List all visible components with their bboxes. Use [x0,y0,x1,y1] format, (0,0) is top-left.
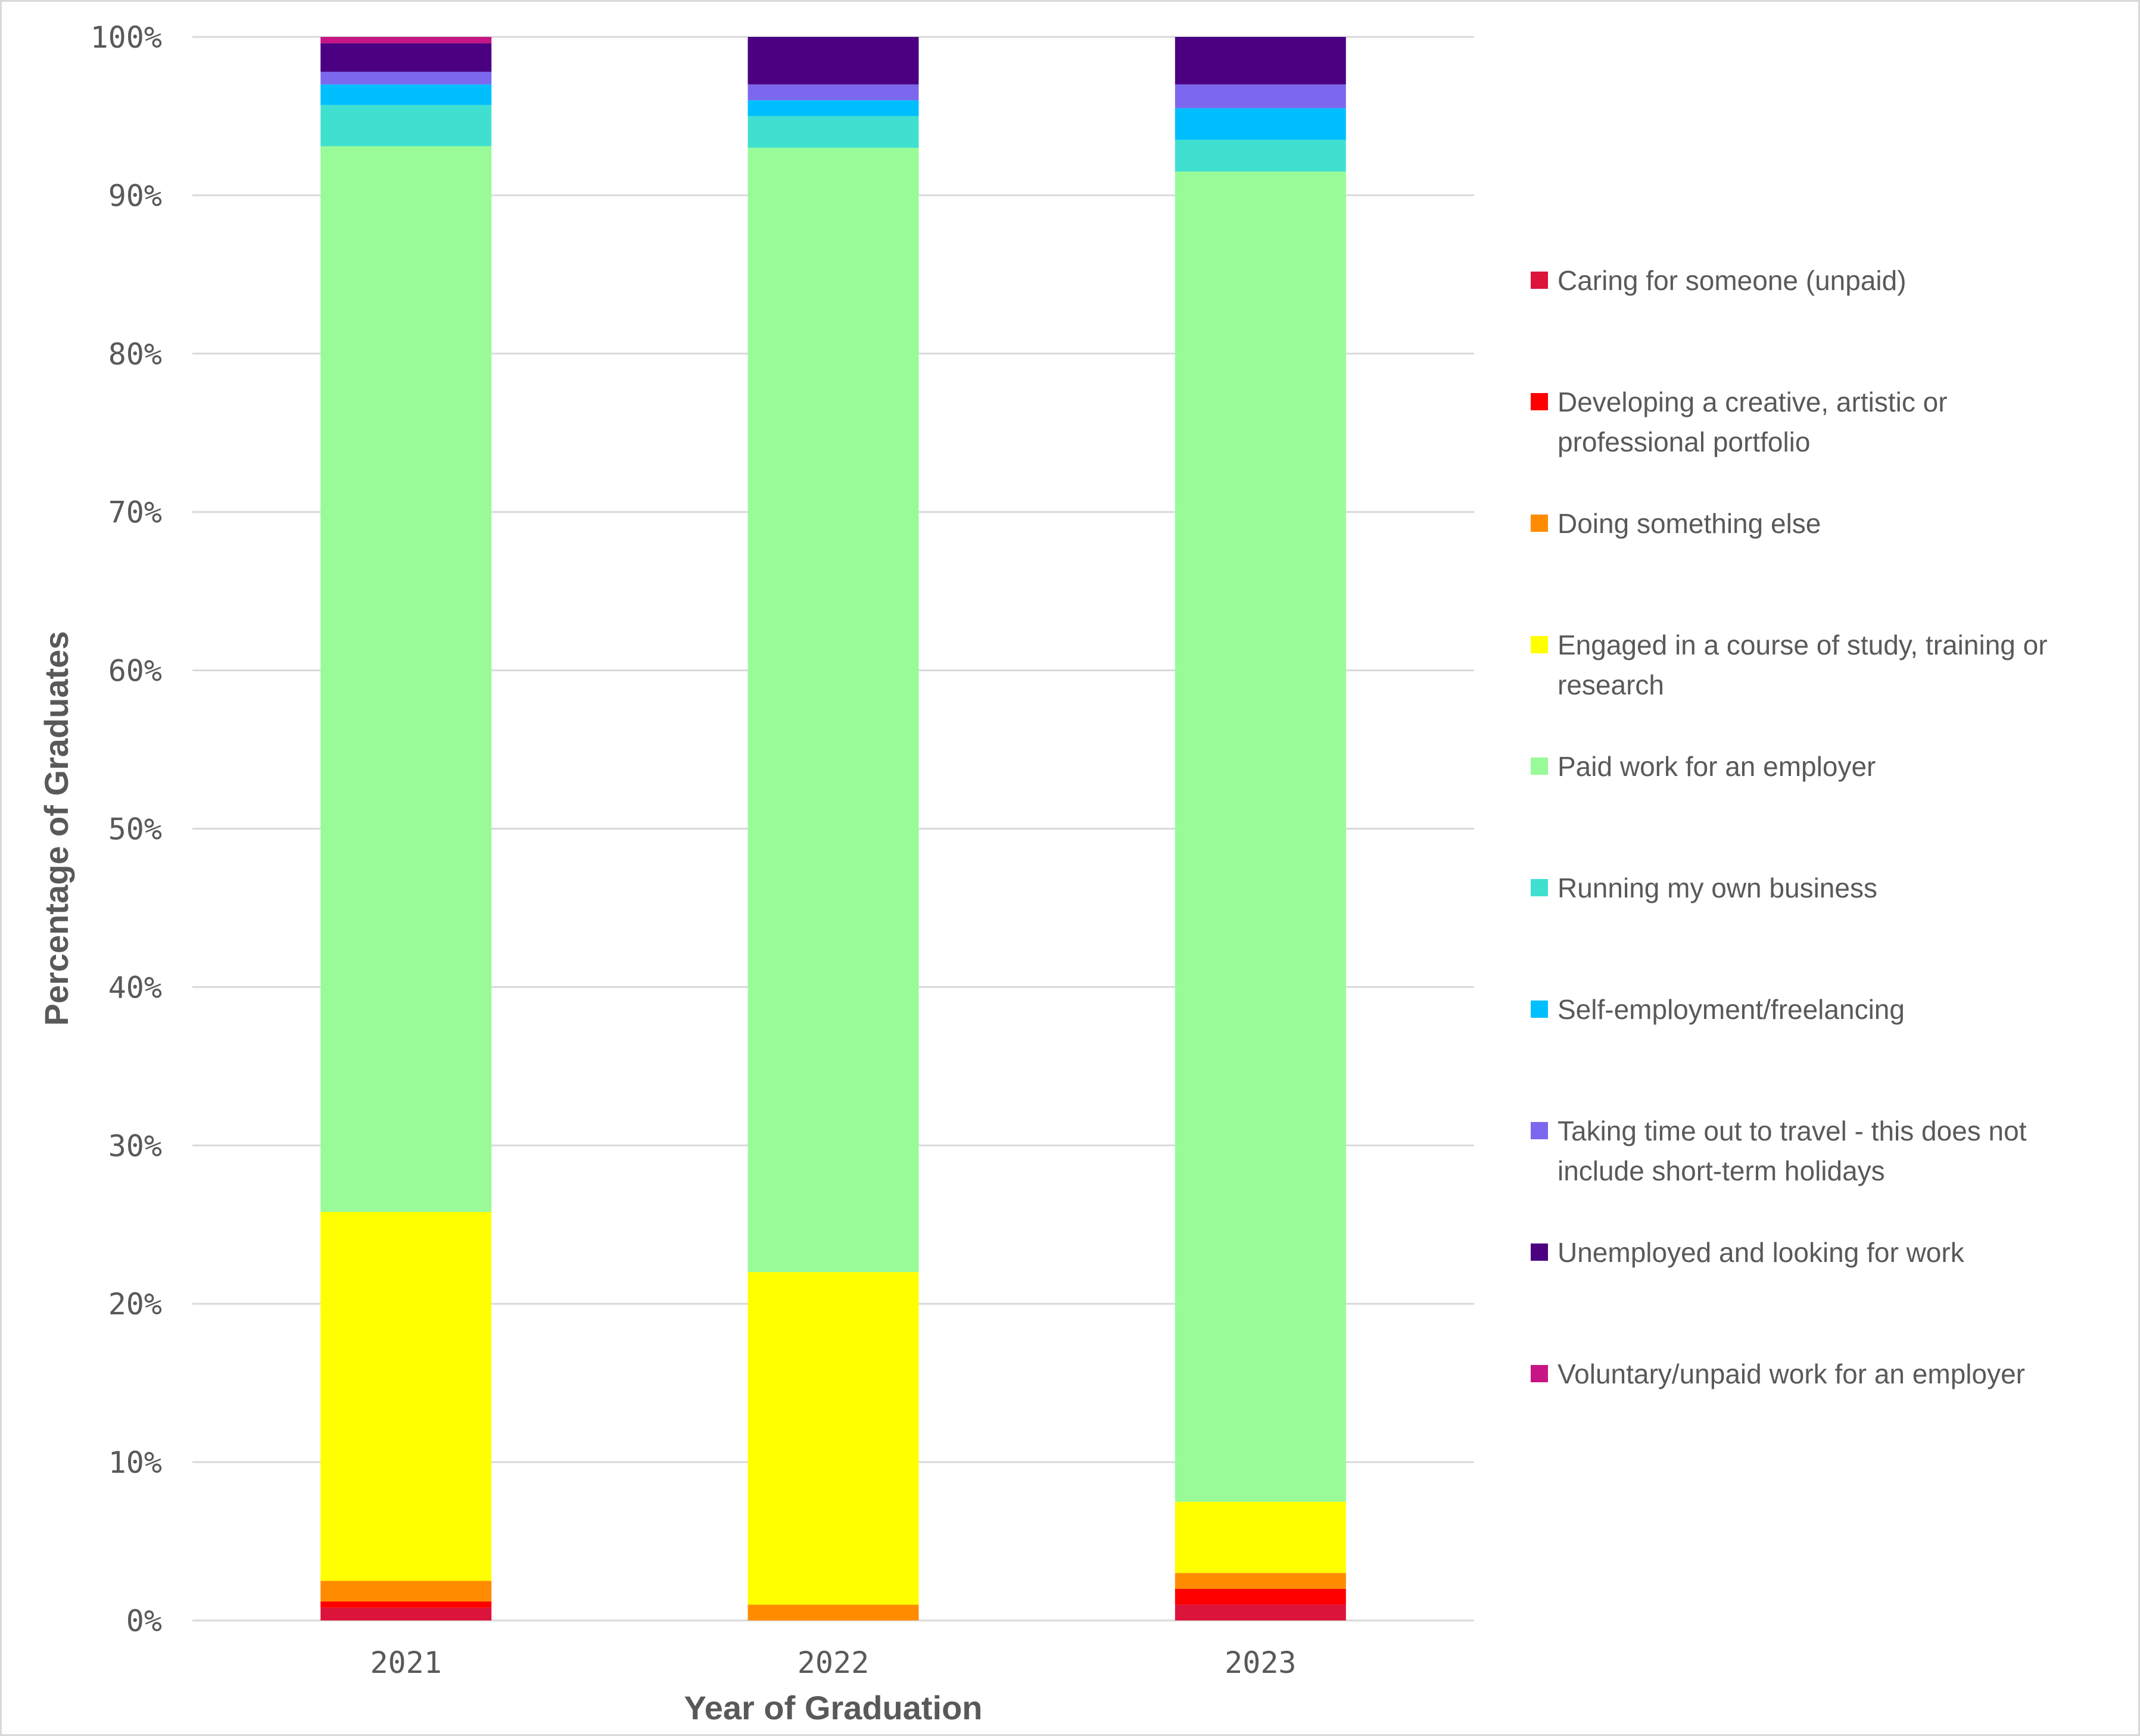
bar-segment [1175,84,1346,108]
bar-segment [747,84,919,101]
legend-label: Voluntary/unpaid work for an employer [1558,1358,2025,1389]
legend-label: Taking time out to travel - this does no… [1558,1115,2027,1146]
bar-segment [747,1272,919,1605]
legend-label: Running my own business [1558,872,1877,903]
bar-segment [1175,1501,1346,1573]
bar-segment [1175,172,1346,1502]
x-tick-label: 2022 [798,1645,869,1680]
y-tick-label: 30% [108,1129,162,1163]
y-tick-label: 60% [108,654,162,688]
bar-segment [747,1604,919,1620]
legend-label: research [1558,669,1664,700]
y-axis-tick-labels: 0% 10% 20% 30% 40% 50% 60% 70% 80% 90% 100% [91,20,162,1638]
legend-swatch [1531,272,1548,289]
legend-item: Self-employment/freelancing [1531,994,1905,1025]
bar-segment [747,100,919,116]
legend-item: Doing something else [1531,508,1821,539]
bar-segment [1175,1573,1346,1589]
legend-item: Running my own business [1531,872,1877,903]
legend-swatch [1531,879,1548,896]
bar-segment [1175,1588,1346,1605]
legend-label: Paid work for an employer [1558,751,1876,782]
bar-stack-2021 [320,37,492,1620]
bar-segment [320,84,492,105]
legend-swatch [1531,758,1548,775]
legend-label: Caring for someone (unpaid) [1558,265,1907,296]
legend-swatch [1531,1001,1548,1018]
bars [320,37,1346,1620]
legend-label: professional portfolio [1558,426,1810,457]
legend-label: Engaged in a course of study, training o… [1558,629,2048,660]
x-axis-title: Year of Graduation [684,1689,983,1726]
bar-segment [320,1601,492,1608]
legend-item: Paid work for an employer [1531,751,1876,782]
legend-label: include short-term holidays [1558,1155,1885,1186]
y-tick-label: 40% [108,970,162,1005]
y-axis-title: Percentage of Graduates [38,631,75,1026]
y-tick-label: 80% [108,337,162,372]
bar-segment [1175,108,1346,140]
bar-segment [747,37,919,85]
legend-label: Developing a creative, artistic or [1558,387,1948,417]
bar-stack-2023 [1175,37,1346,1620]
bar-segment [1175,139,1346,172]
bar-segment [1175,1604,1346,1620]
x-tick-label: 2021 [370,1645,441,1680]
legend-item: Caring for someone (unpaid) [1531,265,1907,296]
legend-swatch [1531,1122,1548,1139]
legend-swatch [1531,393,1548,410]
bar-segment [320,1607,492,1620]
bar-segment [320,43,492,72]
legend-swatch [1531,1365,1548,1382]
legend-item: Unemployed and looking for work [1531,1237,1965,1268]
y-tick-label: 10% [108,1445,162,1480]
bar-segment [320,37,492,43]
legend-item: Developing a creative, artistic or profes… [1531,387,1948,457]
bar-segment [320,1581,492,1602]
y-tick-label: 20% [108,1287,162,1322]
bar-segment [320,1211,492,1581]
legend-item: Voluntary/unpaid work for an employer [1531,1358,2025,1389]
legend-swatch [1531,1243,1548,1261]
y-tick-label: 70% [108,495,162,530]
bar-segment [747,148,919,1273]
y-tick-label: 100% [91,20,162,55]
x-axis-tick-labels: 2021 2022 2023 [370,1645,1296,1680]
legend-swatch [1531,636,1548,653]
bar-segment [320,146,492,1212]
legend: Caring for someone (unpaid) Developing a … [1531,265,2048,1389]
y-tick-label: 0% [126,1604,162,1638]
y-tick-label: 50% [108,812,162,847]
bar-segment [320,71,492,85]
y-tick-label: 90% [108,179,162,213]
bar-stack-2022 [747,37,919,1620]
legend-swatch [1531,515,1548,532]
legend-item: Taking time out to travel - this does no… [1531,1115,2027,1186]
bar-segment [1175,37,1346,85]
legend-item: Engaged in a course of study, training o… [1531,629,2048,700]
legend-label: Self-employment/freelancing [1558,994,1905,1025]
legend-label: Doing something else [1558,508,1821,539]
bar-segment [320,105,492,147]
bar-segment [747,116,919,148]
x-tick-label: 2023 [1225,1645,1296,1680]
legend-label: Unemployed and looking for work [1558,1237,1965,1268]
